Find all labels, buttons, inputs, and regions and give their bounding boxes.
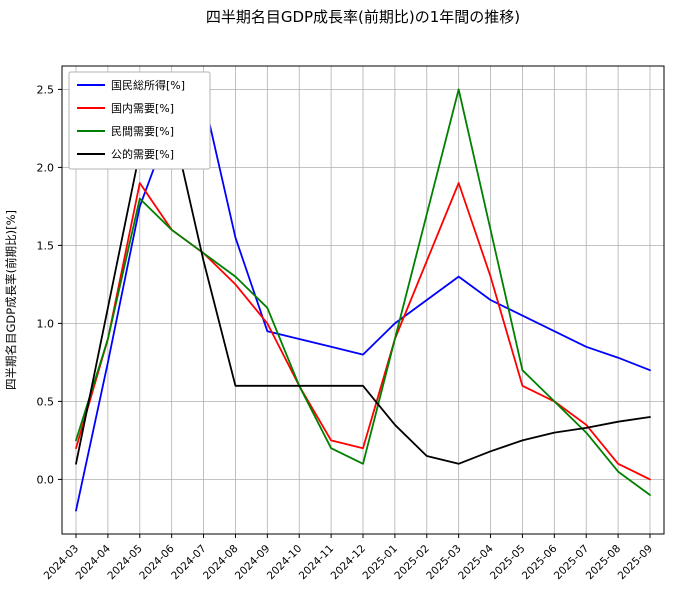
- legend-label: 国民総所得[%]: [111, 78, 185, 92]
- y-tick-label: 2.0: [37, 161, 55, 174]
- y-tick-label: 0.0: [37, 473, 55, 486]
- x-tick-label: 2025-09: [616, 543, 656, 583]
- legend-label: 公的需要[%]: [111, 147, 174, 161]
- y-tick-label: 0.5: [37, 395, 55, 408]
- y-tick-label: 1.5: [37, 239, 55, 252]
- y-tick-label: 1.0: [37, 317, 55, 330]
- y-tick-label: 2.5: [37, 83, 55, 96]
- y-axis-label: 四半期名目GDP成長率(前期比)[%]: [4, 210, 18, 390]
- legend: 国民総所得[%] 国内需要[%] 民間需要[%] 公的需要[%]: [68, 71, 211, 170]
- legend-box: [68, 71, 211, 170]
- legend-label: 国内需要[%]: [111, 101, 174, 115]
- series-line: [75, 88, 651, 496]
- chart-title: 四半期名目GDP成長率(前期比)の1年間の推移): [206, 8, 520, 26]
- legend-label: 民間需要[%]: [111, 125, 174, 138]
